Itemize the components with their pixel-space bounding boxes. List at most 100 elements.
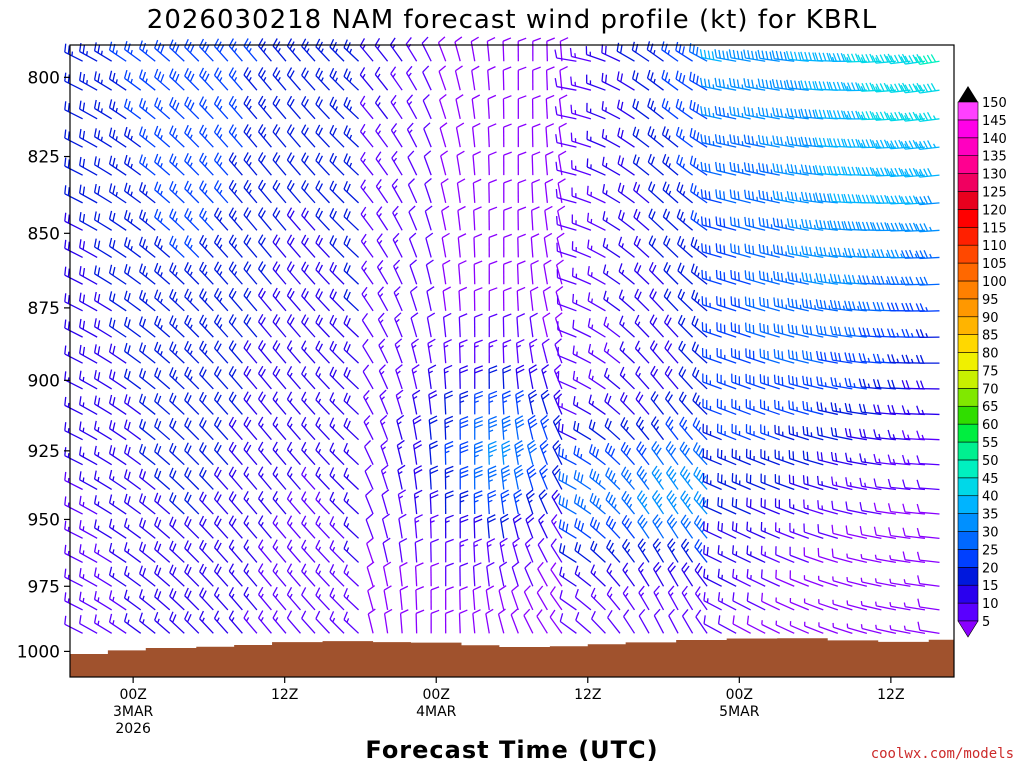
wind-barb: [523, 585, 534, 611]
wind-barb: [510, 608, 519, 634]
wind-barb: [93, 42, 113, 62]
wind-barb: [772, 163, 795, 176]
wind-barb: [64, 520, 83, 539]
wind-barb: [199, 207, 214, 231]
wind-barb: [815, 246, 838, 259]
wind-barb: [108, 183, 127, 204]
wind-barb: [315, 261, 330, 285]
wind-barb: [408, 205, 418, 231]
wind-barb: [590, 540, 606, 563]
wind-barb: [527, 414, 538, 440]
wind-barb: [228, 261, 243, 285]
wind-barb: [675, 98, 693, 120]
wind-barb: [651, 465, 665, 490]
wind-barb: [213, 391, 229, 415]
wind-barb: [184, 366, 200, 390]
wind-barb: [154, 236, 171, 258]
colorbar-swatch: [957, 226, 979, 246]
wind-barb: [272, 539, 287, 563]
wind-barb: [108, 518, 127, 539]
wind-barb: [315, 417, 330, 441]
wind-barb: [184, 152, 200, 176]
wind-barb: [677, 262, 694, 285]
wind-barb: [716, 322, 737, 338]
wind-barb: [258, 207, 272, 231]
wind-barb: [343, 516, 360, 539]
wind-barb: [301, 340, 316, 364]
wind-barb: [329, 262, 345, 285]
wind-barb: [702, 521, 722, 539]
wind-barb: [760, 545, 780, 564]
wind-barb: [79, 71, 98, 91]
wind-barb: [621, 490, 636, 515]
wind-barb: [329, 235, 345, 258]
wind-barb: [444, 609, 454, 634]
wind-barb: [199, 491, 214, 515]
wind-barb: [632, 126, 650, 148]
wind-barb: [361, 286, 374, 312]
wind-barb: [243, 416, 258, 441]
wind-barb: [423, 122, 432, 148]
wind-barb: [329, 366, 345, 390]
wind-barb: [621, 514, 636, 539]
wind-barb: [541, 364, 550, 390]
wind-barb: [717, 472, 737, 491]
wind-barb: [169, 588, 185, 611]
wind-barb: [843, 82, 867, 92]
wind-barb: [559, 589, 577, 611]
colorbar-label: 30: [982, 526, 999, 541]
wind-barb: [701, 243, 722, 259]
wind-barb: [716, 296, 737, 312]
wind-barb: [108, 210, 127, 231]
wind-barb: [243, 124, 258, 148]
plot-background: [70, 45, 954, 677]
wind-barb: [343, 125, 360, 148]
wind-barb: [616, 42, 635, 62]
wind-barb: [343, 208, 360, 231]
wind-barb: [829, 220, 853, 231]
wind-barb: [199, 124, 214, 148]
wind-barb: [772, 107, 795, 120]
wind-barb: [651, 490, 665, 515]
wind-barb: [169, 341, 185, 364]
wind-barb: [886, 139, 911, 150]
wind-barb: [650, 391, 665, 415]
wind-barb: [154, 492, 171, 515]
wind-barb: [139, 612, 156, 634]
wind-barb: [473, 287, 483, 311]
wind-barb: [515, 390, 525, 415]
plot-area: [64, 36, 955, 678]
wind-barb: [700, 189, 722, 204]
wind-barb: [787, 271, 809, 285]
wind-barb: [301, 234, 316, 258]
wind-barb: [874, 578, 897, 587]
wind-barb: [699, 77, 722, 91]
wind-barb: [365, 489, 374, 515]
wind-barb: [199, 515, 214, 539]
wind-barb: [415, 586, 425, 610]
wind-barb: [154, 39, 171, 62]
colorbar-swatch: [957, 513, 979, 532]
wind-barb: [286, 152, 301, 176]
wind-barb: [814, 137, 838, 148]
wind-barb: [540, 414, 550, 440]
wind-barb: [343, 564, 360, 587]
wind-barb: [64, 239, 83, 258]
colorbar-label: 60: [982, 418, 999, 433]
colorbar-swatch: [957, 441, 979, 461]
wind-barb: [301, 441, 316, 466]
wind-barb: [529, 286, 539, 311]
wind-barb: [544, 205, 553, 231]
wind-barb: [301, 152, 316, 176]
wind-barb: [455, 94, 464, 119]
wind-barb: [243, 490, 258, 515]
wind-barb: [744, 296, 766, 312]
wind-barb: [243, 234, 258, 258]
wind-barb: [728, 77, 751, 91]
wind-barb: [391, 178, 403, 204]
wind-barb: [605, 491, 621, 515]
wind-barb: [488, 287, 498, 311]
wind-barb: [79, 156, 98, 176]
wind-barb: [786, 191, 809, 204]
wind-barb: [258, 365, 272, 390]
